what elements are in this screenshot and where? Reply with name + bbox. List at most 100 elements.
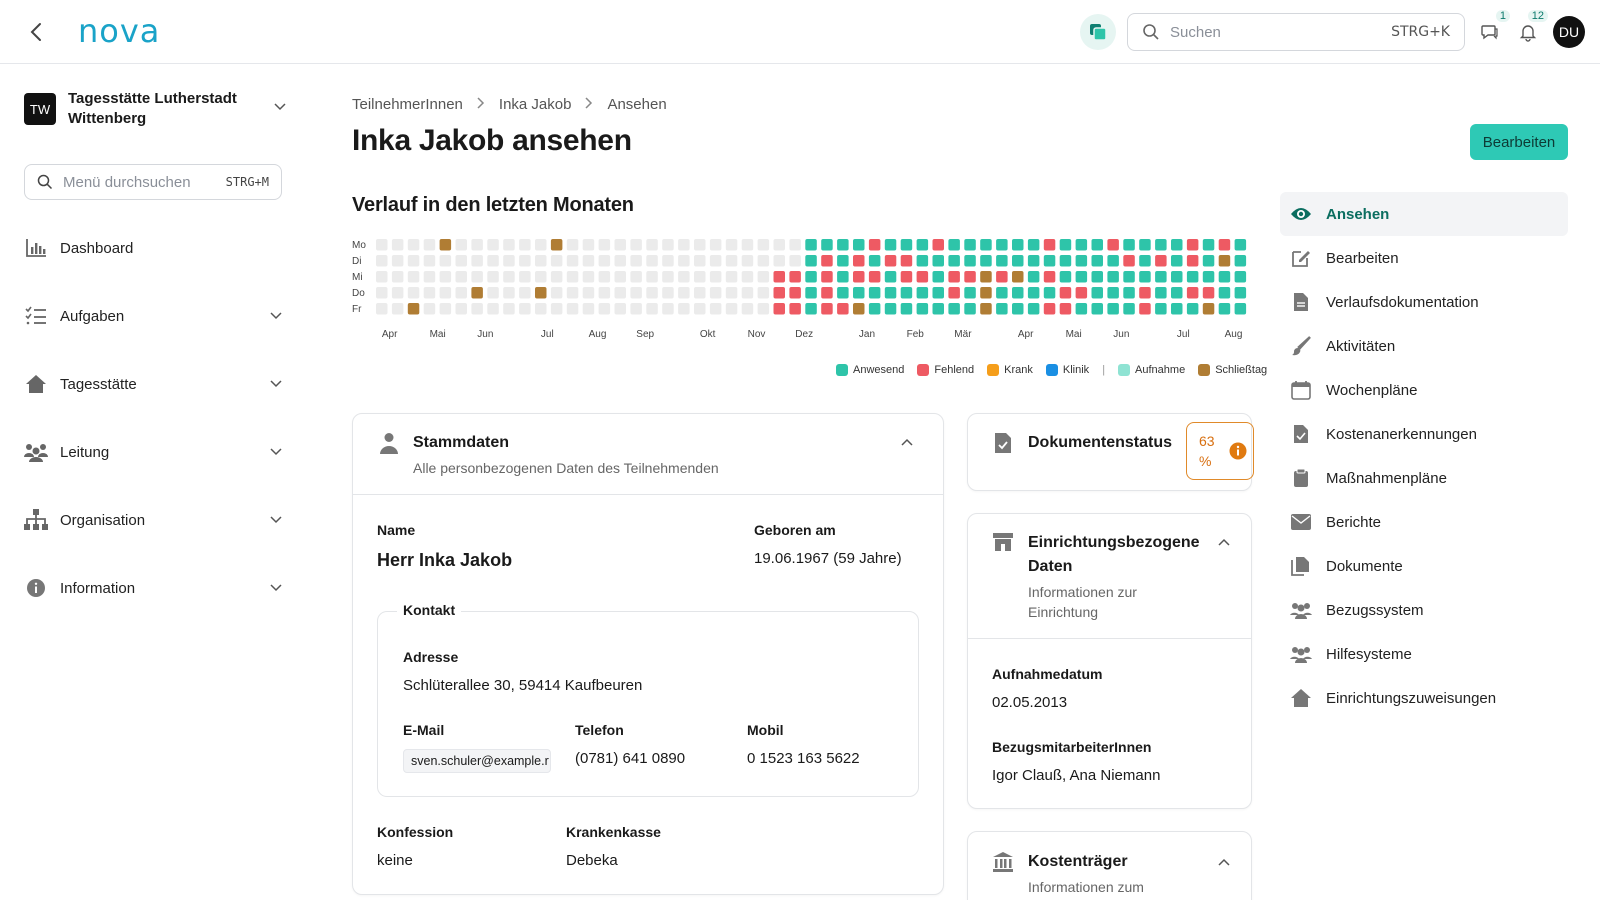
heatmap-cell[interactable] — [694, 239, 706, 251]
heatmap-cell[interactable] — [821, 255, 833, 267]
heatmap-cell[interactable] — [980, 239, 992, 251]
heatmap-cell[interactable] — [1234, 255, 1247, 267]
heatmap-cell[interactable] — [407, 239, 420, 251]
heatmap-cell[interactable] — [1139, 271, 1151, 283]
heatmap-cell[interactable] — [916, 303, 929, 315]
heatmap-cell[interactable] — [1012, 239, 1024, 251]
heatmap-cell[interactable] — [535, 255, 547, 267]
heatmap-cell[interactable] — [1091, 303, 1104, 315]
heatmap-cell[interactable] — [1059, 239, 1072, 251]
heatmap-cell[interactable] — [614, 271, 627, 283]
heatmap-cell[interactable] — [1202, 271, 1215, 283]
heatmap-cell[interactable] — [853, 255, 865, 267]
heatmap-cell[interactable] — [1043, 287, 1056, 299]
heatmap-cell[interactable] — [1218, 239, 1231, 251]
heatmap-cell[interactable] — [837, 239, 849, 251]
heatmap-cell[interactable] — [1186, 271, 1199, 283]
heatmap-cell[interactable] — [582, 303, 595, 315]
heatmap-cell[interactable] — [487, 287, 499, 299]
heatmap-cell[interactable] — [1027, 255, 1040, 267]
heatmap-cell[interactable] — [1186, 287, 1199, 299]
heatmap-cell[interactable] — [471, 239, 483, 251]
heatmap-cell[interactable] — [439, 239, 452, 251]
heatmap-cell[interactable] — [646, 255, 658, 267]
heatmap-cell[interactable] — [805, 255, 817, 267]
heatmap-cell[interactable] — [964, 255, 976, 267]
heatmap-cell[interactable] — [773, 271, 786, 283]
heatmap-cell[interactable] — [471, 303, 483, 315]
heatmap-cell[interactable] — [1123, 239, 1135, 251]
heatmap-cell[interactable] — [694, 287, 706, 299]
heatmap-cell[interactable] — [1218, 271, 1231, 283]
heatmap-cell[interactable] — [1027, 239, 1040, 251]
heatmap-cell[interactable] — [1091, 287, 1104, 299]
heatmap-cell[interactable] — [1186, 303, 1199, 315]
heatmap-cell[interactable] — [900, 287, 913, 299]
heatmap-cell[interactable] — [773, 303, 786, 315]
heatmap-cell[interactable] — [932, 239, 945, 251]
heatmap-cell[interactable] — [678, 303, 690, 315]
sidebar-item-dashboard[interactable]: Dashboard — [24, 230, 282, 266]
sidebar-item-aufgaben[interactable]: Aufgaben — [24, 298, 282, 334]
heatmap-cell[interactable] — [630, 239, 642, 251]
global-search-input[interactable]: Suchen STRG+K — [1127, 13, 1465, 51]
heatmap-cell[interactable] — [1075, 303, 1088, 315]
heatmap-cell[interactable] — [694, 303, 706, 315]
heatmap-cell[interactable] — [789, 271, 801, 283]
heatmap-cell[interactable] — [725, 255, 738, 267]
heatmap-cell[interactable] — [853, 287, 865, 299]
heatmap-cell[interactable] — [487, 239, 499, 251]
heatmap-cell[interactable] — [1107, 303, 1119, 315]
heatmap-cell[interactable] — [821, 303, 833, 315]
heatmap-cell[interactable] — [503, 271, 515, 283]
heatmap-cell[interactable] — [1234, 287, 1247, 299]
heatmap-cell[interactable] — [678, 287, 690, 299]
heatmap-cell[interactable] — [391, 239, 404, 251]
heatmap-cell[interactable] — [805, 239, 817, 251]
heatmap-cell[interactable] — [789, 239, 801, 251]
heatmap-cell[interactable] — [376, 303, 388, 315]
heatmap-cell[interactable] — [582, 271, 595, 283]
heatmap-cell[interactable] — [980, 287, 992, 299]
heatmap-cell[interactable] — [1218, 303, 1231, 315]
heatmap-cell[interactable] — [630, 303, 642, 315]
heatmap-cell[interactable] — [376, 255, 388, 267]
heatmap-cell[interactable] — [725, 287, 738, 299]
heatmap-cell[interactable] — [1043, 271, 1056, 283]
heatmap-cell[interactable] — [789, 255, 801, 267]
heatmap-cell[interactable] — [1171, 255, 1183, 267]
heatmap-cell[interactable] — [1027, 271, 1040, 283]
heatmap-cell[interactable] — [1075, 271, 1088, 283]
heatmap-cell[interactable] — [932, 255, 945, 267]
heatmap-cell[interactable] — [741, 239, 754, 251]
heatmap-cell[interactable] — [884, 255, 897, 267]
heatmap-cell[interactable] — [789, 287, 801, 299]
heatmap-cell[interactable] — [916, 271, 929, 283]
heatmap-cell[interactable] — [1234, 271, 1247, 283]
heatmap-cell[interactable] — [598, 303, 611, 315]
heatmap-cell[interactable] — [1171, 303, 1183, 315]
heatmap-cell[interactable] — [439, 287, 452, 299]
heatmap-cell[interactable] — [535, 287, 547, 299]
heatmap-cell[interactable] — [391, 255, 404, 267]
heatmap-cell[interactable] — [550, 255, 563, 267]
heatmap-cell[interactable] — [916, 239, 929, 251]
heatmap-cell[interactable] — [1123, 255, 1135, 267]
heatmap-cell[interactable] — [853, 303, 865, 315]
heatmap-cell[interactable] — [1155, 255, 1167, 267]
heatmap-cell[interactable] — [757, 287, 770, 299]
heatmap-cell[interactable] — [964, 287, 976, 299]
heatmap-cell[interactable] — [1123, 271, 1135, 283]
heatmap-cell[interactable] — [1139, 239, 1151, 251]
heatmap-cell[interactable] — [837, 255, 849, 267]
heatmap-cell[interactable] — [1027, 287, 1040, 299]
heatmap-cell[interactable] — [741, 271, 754, 283]
heatmap-cell[interactable] — [1091, 271, 1104, 283]
nav-verlaufsdokumentation[interactable]: Verlaufsdokumentation — [1280, 280, 1568, 324]
heatmap-cell[interactable] — [503, 303, 515, 315]
heatmap-cell[interactable] — [407, 271, 420, 283]
heatmap-cell[interactable] — [1059, 255, 1072, 267]
heatmap-cell[interactable] — [471, 287, 483, 299]
heatmap-cell[interactable] — [757, 255, 770, 267]
heatmap-cell[interactable] — [725, 271, 738, 283]
